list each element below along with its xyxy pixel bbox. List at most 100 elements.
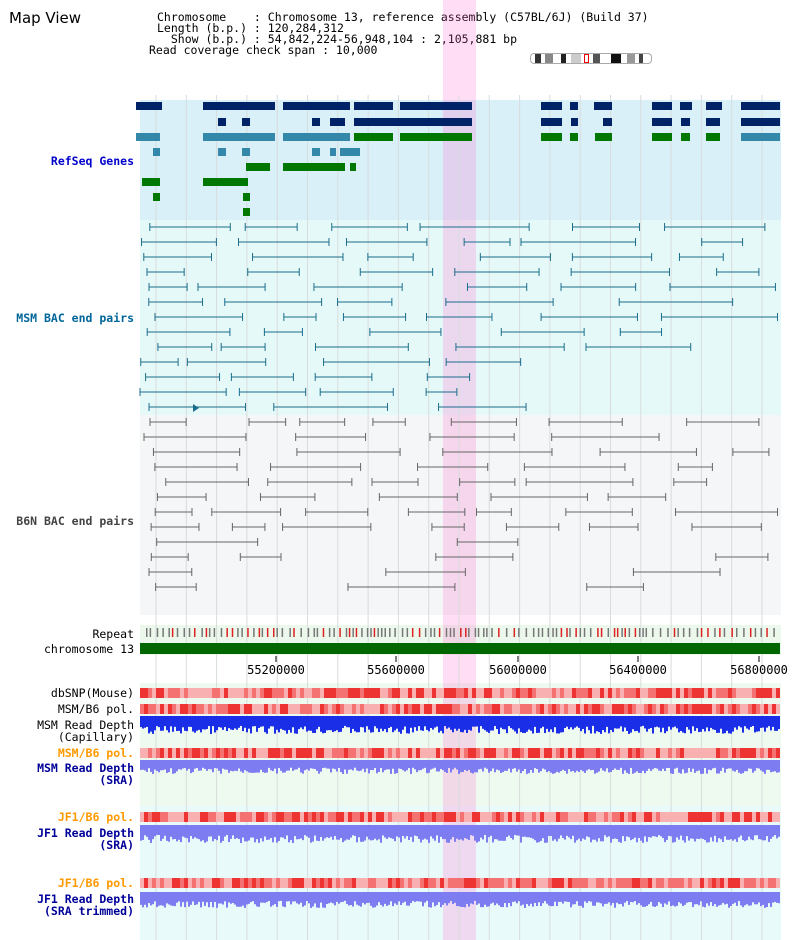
repeat-mark (525, 628, 528, 637)
read-depth-bar (634, 892, 636, 902)
polymorphism-cell (516, 704, 520, 714)
read-depth-bar (288, 716, 290, 731)
polymorphism-cell (236, 748, 240, 758)
polymorphism-cell (212, 688, 216, 698)
polymorphism-cell (460, 878, 464, 888)
polymorphism-cell (668, 688, 672, 698)
polymorphism-cell (528, 748, 532, 758)
read-depth-bar (660, 825, 662, 837)
msm-bac-track-label[interactable]: MSM BAC end pairs (16, 311, 134, 325)
gene-block (203, 102, 275, 110)
gene-block (203, 133, 275, 141)
read-depth-bar (658, 716, 660, 728)
read-depth-bar (462, 825, 464, 841)
read-depth-bar (728, 892, 730, 908)
read-depth-bar (332, 825, 334, 840)
read-depth-bar (370, 760, 372, 770)
read-depth-bar (320, 760, 322, 772)
polymorphism-cell (176, 688, 180, 698)
chromosome-ideogram[interactable] (530, 53, 652, 64)
read-depth-bar (736, 760, 738, 770)
polymorphism-cell (576, 812, 580, 822)
read-depth-bar (610, 760, 612, 773)
read-depth-bar (336, 760, 338, 772)
read-depth-bar (346, 716, 348, 728)
polymorphism-cell (440, 878, 444, 888)
repeat-mark (220, 628, 223, 637)
read-depth-bar (514, 760, 516, 769)
polymorphism-cell (488, 878, 492, 888)
read-depth-bar (520, 716, 522, 733)
polymorphism-cell (564, 812, 568, 822)
read-depth-bar (568, 825, 570, 838)
read-depth-bar (734, 716, 736, 728)
read-depth-bar (272, 892, 274, 906)
polymorphism-cell (456, 748, 460, 758)
read-depth-bar (174, 716, 176, 727)
repeat-mark (560, 628, 563, 637)
read-depth-bar (508, 760, 510, 769)
read-depth-bar (236, 716, 238, 730)
read-depth-bar (376, 760, 378, 774)
polymorphism-cell (224, 748, 228, 758)
read-depth-bar (546, 892, 548, 904)
polymorphism-cell (732, 812, 736, 822)
read-depth-bar (360, 892, 362, 907)
read-depth-bar (764, 892, 766, 908)
read-depth-bar (154, 760, 156, 770)
read-depth-bar (434, 892, 436, 907)
polymorphism-cell (568, 878, 572, 888)
polymorphism-cell (432, 748, 436, 758)
polymorphism-cell (332, 748, 336, 758)
read-depth-bar (542, 760, 544, 769)
b6n-bac-track-label[interactable]: B6N BAC end pairs (16, 514, 134, 528)
polymorphism-cell (748, 878, 752, 888)
polymorphism-cell (368, 748, 372, 758)
read-depth-bar (670, 892, 672, 907)
read-depth-bar (470, 716, 472, 731)
polymorphism-cell (692, 812, 696, 822)
read-depth-bar (442, 825, 444, 840)
polymorphism-cell (240, 812, 244, 822)
read-depth-bar (256, 825, 258, 840)
polymorphism-cell (512, 748, 516, 758)
read-depth-bar (556, 716, 558, 734)
read-depth-bar (206, 892, 208, 903)
read-depth-bar (512, 760, 514, 769)
read-depth-bar (658, 825, 660, 836)
polymorphism-cell (224, 812, 228, 822)
read-depth-bar (548, 825, 550, 836)
read-depth-bar (590, 760, 592, 771)
polymorphism-cell (740, 704, 744, 714)
read-depth-bar (350, 760, 352, 770)
refseq-track-label[interactable]: RefSeq Genes (50, 154, 134, 168)
read-depth-bar (748, 716, 750, 730)
read-depth-bar (288, 825, 290, 843)
polymorphism-cell (448, 704, 452, 714)
polymorphism-cell (696, 748, 700, 758)
read-depth-bar (358, 716, 360, 733)
read-depth-bar (326, 716, 328, 731)
read-depth-bar (598, 892, 600, 903)
read-depth-bar (518, 716, 520, 729)
polymorphism-cell (552, 878, 556, 888)
polymorphism-cell (168, 812, 172, 822)
read-depth-bar (156, 716, 158, 727)
polymorphism-cell (520, 688, 524, 698)
repeat-mark (736, 628, 738, 637)
polymorphism-cell (624, 688, 628, 698)
read-depth-bar (580, 825, 582, 842)
read-depth-bar (232, 892, 234, 903)
read-depth-bar (724, 760, 726, 773)
polymorphism-cell (720, 704, 724, 714)
read-depth-bar (242, 716, 244, 732)
polymorphism-cell (392, 812, 396, 822)
read-depth-bar (578, 825, 580, 839)
read-depth-bar (140, 825, 142, 841)
read-depth-bar (526, 825, 528, 838)
polymorphism-cell (424, 704, 428, 714)
read-depth-bar (418, 825, 420, 839)
read-depth-bar (724, 716, 726, 734)
repeat-mark (433, 628, 436, 637)
